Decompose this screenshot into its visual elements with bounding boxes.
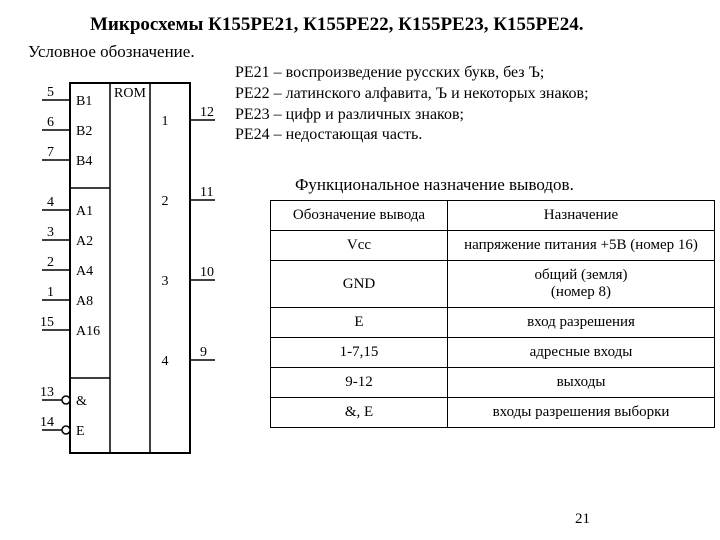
desc-line: РЕ22 – латинского алфавита, Ъ и некоторы… <box>235 84 589 105</box>
svg-text:4: 4 <box>162 354 169 369</box>
table-cell: 1-7,15 <box>271 338 448 368</box>
table-header: Обозначение вывода <box>271 201 448 231</box>
svg-text:1: 1 <box>47 285 54 300</box>
pin-right: 2 11 <box>162 185 216 209</box>
table-cell: GND <box>271 261 448 308</box>
svg-text:6: 6 <box>47 115 54 130</box>
pin-right: 1 12 <box>162 105 216 129</box>
svg-text:A2: A2 <box>76 234 93 249</box>
table-cell: Vcc <box>271 231 448 261</box>
svg-text:2: 2 <box>47 255 54 270</box>
table-cell: &, E <box>271 398 448 428</box>
pin-left: 4 A1 <box>42 195 93 219</box>
table-cell: общий (земля) (номер 8) <box>448 261 715 308</box>
right-pins: 112 211 310 49 <box>162 105 216 369</box>
pin-right: 49 <box>162 345 216 369</box>
svg-text:11: 11 <box>200 185 213 200</box>
pin-right: 3 10 <box>162 265 216 289</box>
svg-text:B1: B1 <box>76 94 92 109</box>
pin-left: 13 & <box>40 385 87 409</box>
desc-line: РЕ21 – воспроизведение русских букв, без… <box>235 63 589 84</box>
svg-text:7: 7 <box>47 145 54 160</box>
pin-left: 6 B2 <box>42 115 92 139</box>
svg-text:14: 14 <box>40 415 54 430</box>
pin-left: 14 E <box>40 415 85 439</box>
schematic: ROM 5B1 6B2 7B4 4A1 3A2 2A4 1A8 15A16 13… <box>30 75 220 475</box>
svg-text:3: 3 <box>162 274 169 289</box>
svg-text:4: 4 <box>47 195 54 210</box>
table-cell: 9-12 <box>271 368 448 398</box>
svg-text:5: 5 <box>47 85 54 100</box>
inv-circle <box>62 396 70 404</box>
svg-text:A8: A8 <box>76 294 93 309</box>
table-header: Назначение <box>448 201 715 231</box>
svg-text:12: 12 <box>200 105 214 120</box>
svg-text:A16: A16 <box>76 324 100 339</box>
svg-text:E: E <box>76 424 85 439</box>
pin-left: 7 B4 <box>42 145 92 169</box>
table-title: Функциональное назначение выводов. <box>295 175 574 195</box>
svg-text:A4: A4 <box>76 264 93 279</box>
pin-left: 1 A8 <box>42 285 93 309</box>
svg-text:&: & <box>76 394 87 409</box>
page-number: 21 <box>575 511 590 528</box>
pin-left: 2 A4 <box>42 255 93 279</box>
desc-line: РЕ23 – цифр и различных знаков; <box>235 105 589 126</box>
table-cell: E <box>271 308 448 338</box>
description: РЕ21 – воспроизведение русских букв, без… <box>235 63 589 146</box>
rom-label: ROM <box>114 86 146 101</box>
svg-text:3: 3 <box>47 225 54 240</box>
table-cell: выходы <box>448 368 715 398</box>
schematic-svg: ROM 5B1 6B2 7B4 4A1 3A2 2A4 1A8 15A16 13… <box>30 75 220 475</box>
svg-text:15: 15 <box>40 315 54 330</box>
pin-left: 3 A2 <box>42 225 93 249</box>
svg-text:10: 10 <box>200 265 214 280</box>
table-cell: адресные входы <box>448 338 715 368</box>
svg-text:B4: B4 <box>76 154 92 169</box>
desc-line: РЕ24 – недостающая часть. <box>235 125 589 146</box>
pin-table: Обозначение вывода Назначение Vccнапряже… <box>270 200 715 428</box>
svg-text:1: 1 <box>162 114 169 129</box>
svg-text:2: 2 <box>162 194 169 209</box>
page-title: Микросхемы К155РЕ21, К155РЕ22, К155РЕ23,… <box>90 14 584 36</box>
svg-text:A1: A1 <box>76 204 93 219</box>
table-cell: вход разрешения <box>448 308 715 338</box>
table-cell: напряжение питания +5В (номер 16) <box>448 231 715 261</box>
svg-text:9: 9 <box>200 345 207 360</box>
svg-text:B2: B2 <box>76 124 92 139</box>
pin-left: 5 B1 <box>42 85 92 109</box>
svg-text:13: 13 <box>40 385 54 400</box>
inv-circle <box>62 426 70 434</box>
table-cell: входы разрешения выборки <box>448 398 715 428</box>
subtitle: Условное обозначение. <box>28 42 195 62</box>
